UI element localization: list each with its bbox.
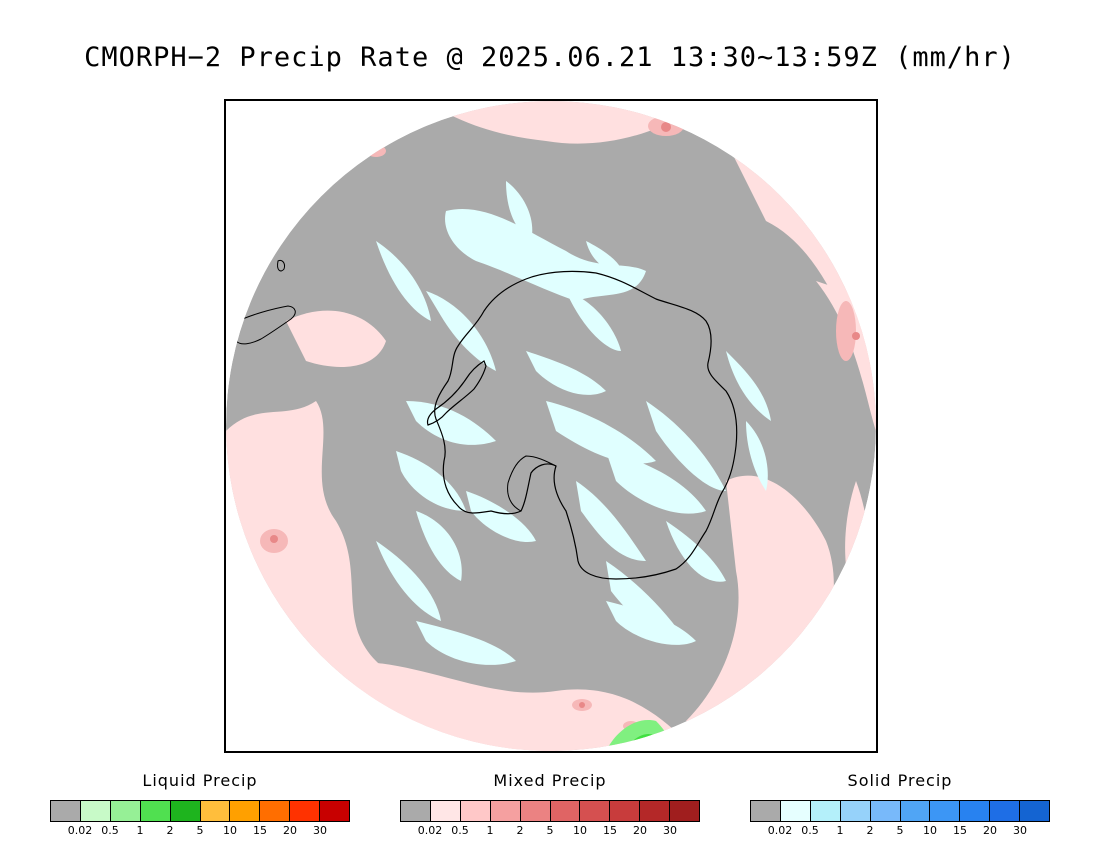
legend-swatch-6 <box>230 801 261 821</box>
solid-precip-areas <box>376 181 771 665</box>
legend-swatch-4 <box>870 801 901 821</box>
legend-swatch-3 <box>840 801 871 821</box>
legend-tick-label: 0.02 <box>417 824 443 837</box>
legend-tick-label: 15 <box>953 824 967 837</box>
legend-tick-label: 5 <box>896 824 904 837</box>
legend-swatches <box>750 800 1050 822</box>
legend-swatch-8 <box>640 801 671 821</box>
legend-tick-label: 5 <box>196 824 204 837</box>
legend-swatch-8 <box>990 801 1021 821</box>
legend-swatch-9 <box>320 801 350 821</box>
ross-ice-shelf-edge <box>507 455 557 512</box>
legend-swatch-4 <box>520 801 551 821</box>
legend-solid-precip: Solid Precip 0.02 0.5 1 2 5 10 15 20 30 <box>750 770 1050 838</box>
legend-mixed-precip: Mixed Precip 0.02 0.5 1 2 5 10 15 20 30 <box>400 770 700 838</box>
legend-swatch-3 <box>140 801 171 821</box>
legend-title: Solid Precip <box>847 771 953 790</box>
legend-tick-label: 10 <box>573 824 587 837</box>
legend-tick-label: 15 <box>253 824 267 837</box>
legend-tick-label: 1 <box>486 824 494 837</box>
legend-tick-label: 20 <box>283 824 297 837</box>
legend-tick-label: 0.5 <box>101 824 119 837</box>
legend-tick-label: 30 <box>1013 824 1027 837</box>
legend-tick-label: 1 <box>836 824 844 837</box>
map-frame <box>224 99 878 753</box>
legend-tick-label: 2 <box>166 824 174 837</box>
legend-tick-label: 10 <box>223 824 237 837</box>
legend-tick-label: 2 <box>866 824 874 837</box>
legend-swatches <box>50 800 350 822</box>
legend-swatch-3 <box>490 801 521 821</box>
polar-map <box>226 101 876 751</box>
legend-tick-label: 0.5 <box>451 824 469 837</box>
antarctic-peninsula-coastline <box>426 360 487 426</box>
legend-swatch-5 <box>200 801 231 821</box>
legend-swatch-2 <box>460 801 491 821</box>
legend-swatch-0 <box>401 801 431 821</box>
legend-swatches <box>400 800 700 822</box>
legend-tick-label: 30 <box>663 824 677 837</box>
legend-swatch-6 <box>580 801 611 821</box>
legend-swatch-1 <box>80 801 111 821</box>
antarctica-coastline <box>434 270 738 580</box>
south-america-islands-coastline <box>277 260 285 272</box>
legend-tick-label: 0.5 <box>801 824 819 837</box>
legend-swatch-1 <box>780 801 811 821</box>
legend-swatch-2 <box>110 801 141 821</box>
legend-swatch-6 <box>930 801 961 821</box>
legend-swatch-7 <box>260 801 291 821</box>
legend-title: Mixed Precip <box>493 771 607 790</box>
legend-swatch-5 <box>550 801 581 821</box>
legend-swatch-2 <box>810 801 841 821</box>
legend-tick-label: 0.02 <box>767 824 793 837</box>
legend-tick-label: 20 <box>983 824 997 837</box>
legend-swatch-5 <box>900 801 931 821</box>
legend-ticks: 0.02 0.5 1 2 5 10 15 20 30 <box>400 824 700 838</box>
legend-tick-label: 0.02 <box>67 824 93 837</box>
legend-swatch-1 <box>430 801 461 821</box>
legend-swatch-9 <box>670 801 700 821</box>
legend-ticks: 0.02 0.5 1 2 5 10 15 20 30 <box>50 824 350 838</box>
legend-ticks: 0.02 0.5 1 2 5 10 15 20 30 <box>750 824 1050 838</box>
legend-tick-label: 2 <box>516 824 524 837</box>
map-title: CMORPH−2 Precip Rate @ 2025.06.21 13:30~… <box>84 42 1016 73</box>
legend-tick-label: 10 <box>923 824 937 837</box>
legend-swatch-4 <box>170 801 201 821</box>
legend-tick-label: 20 <box>633 824 647 837</box>
legend-swatch-7 <box>960 801 991 821</box>
legend-tick-label: 5 <box>546 824 554 837</box>
legend-swatch-0 <box>751 801 781 821</box>
legend-tick-label: 1 <box>136 824 144 837</box>
legend-swatch-8 <box>290 801 321 821</box>
legend-tick-label: 15 <box>603 824 617 837</box>
legend-swatch-7 <box>610 801 641 821</box>
legend-swatch-0 <box>51 801 81 821</box>
legend-tick-label: 30 <box>313 824 327 837</box>
mixed-precip-heavy-spots <box>270 122 860 708</box>
legend-liquid-precip: Liquid Precip 0.02 0.5 1 2 5 10 15 20 30 <box>50 770 350 838</box>
legend-title: Liquid Precip <box>142 771 258 790</box>
legend-swatch-9 <box>1020 801 1050 821</box>
